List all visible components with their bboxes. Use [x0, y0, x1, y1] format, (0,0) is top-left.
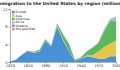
tick-label: 12: [3, 8, 8, 12]
legend-swatch: [12, 21, 15, 24]
tick: 8: [5, 25, 10, 29]
tick-label: 1880: [41, 64, 51, 68]
areas: [10, 17, 116, 62]
area-series: [10, 17, 116, 62]
tick-mark: [9, 27, 11, 28]
legend-label: Not specified: [16, 27, 36, 31]
tick-mark: [9, 9, 11, 10]
tick-label: 1940: [77, 64, 87, 68]
x-axis: 1820185018801910194019702000: [6, 62, 120, 68]
legend-swatch: [12, 28, 15, 31]
tick: 1910: [59, 62, 69, 68]
tick: 12: [3, 8, 10, 12]
tick-label: 8: [5, 25, 8, 29]
tick-label: 2000: [112, 64, 120, 68]
tick: 1970: [94, 62, 104, 68]
tick: 0: [5, 61, 10, 65]
tick: 4: [5, 43, 10, 47]
area-series: [10, 21, 116, 62]
tick-label: 4: [5, 43, 8, 47]
legend-swatch: [12, 14, 15, 17]
legend: EuropeAsiaAmericasAfricaOceaniaNot speci…: [12, 10, 35, 31]
tick-label: 1850: [24, 64, 34, 68]
chart: Immigration to the United States by regi…: [0, 0, 120, 70]
legend-item: Not specified: [12, 27, 35, 31]
tick-mark: [9, 44, 11, 45]
tick: 1880: [41, 62, 51, 68]
title: Immigration to the United States by regi…: [0, 1, 120, 6]
tick-label: 1970: [94, 64, 104, 68]
area-series: [10, 18, 116, 62]
plot: 182018501880191019401970200004812EuropeA…: [3, 8, 120, 68]
tick-label: 0: [5, 61, 8, 65]
legend-swatch: [12, 11, 15, 14]
tick: 1940: [77, 62, 87, 68]
legend-swatch: [12, 18, 15, 21]
tick: 2000: [112, 62, 120, 68]
area-series: [10, 18, 116, 62]
tick-label: 1910: [59, 64, 69, 68]
tick-mark: [9, 62, 11, 63]
axis-line: [9, 10, 11, 63]
tick: 1850: [24, 62, 34, 68]
y-axis: 0 4 8 12: [3, 8, 11, 65]
legend-swatch: [12, 24, 15, 27]
